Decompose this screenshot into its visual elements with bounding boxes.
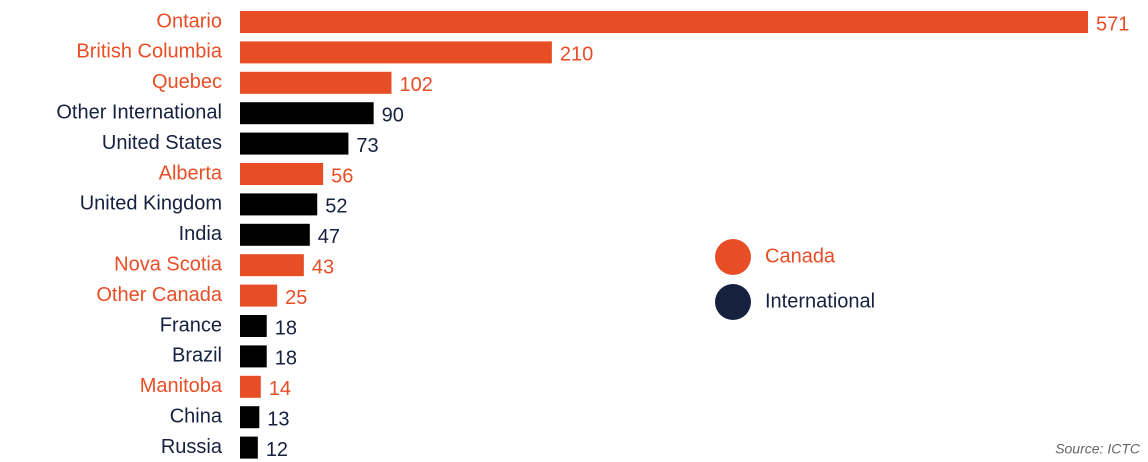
bar xyxy=(240,406,260,429)
category-label: United Kingdom xyxy=(80,193,222,215)
category-label: United States xyxy=(102,132,222,154)
value-label: 56 xyxy=(331,165,353,187)
bar xyxy=(240,41,552,64)
category-label: British Columbia xyxy=(76,41,222,63)
category-label: Alberta xyxy=(159,162,223,184)
category-label: Quebec xyxy=(152,71,222,93)
category-label: Other International xyxy=(56,101,222,123)
bar xyxy=(240,284,278,307)
category-label: France xyxy=(160,314,222,336)
value-label: 25 xyxy=(285,287,307,309)
bar xyxy=(240,223,310,246)
category-label: Brazil xyxy=(172,345,222,367)
value-label: 571 xyxy=(1096,13,1129,35)
bar xyxy=(240,102,374,125)
category-label: Ontario xyxy=(156,10,222,32)
value-label: 18 xyxy=(275,317,297,339)
category-label: Russia xyxy=(161,436,223,458)
category-label: India xyxy=(179,223,223,245)
legend-swatch xyxy=(715,284,751,320)
legend-label: International xyxy=(765,290,875,312)
source: Source: ICTC xyxy=(1055,441,1141,457)
category-label: Nova Scotia xyxy=(114,253,223,275)
value-label: 52 xyxy=(325,196,347,218)
bar xyxy=(240,254,304,277)
legend-label: Canada xyxy=(765,245,836,267)
bar xyxy=(240,315,267,337)
value-label: 12 xyxy=(266,439,288,461)
bar xyxy=(240,11,1088,33)
value-label: 14 xyxy=(269,378,291,400)
value-label: 43 xyxy=(312,256,334,278)
value-label: 90 xyxy=(382,104,404,126)
bar xyxy=(240,163,324,185)
legend-swatch xyxy=(715,239,751,275)
value-label: 13 xyxy=(267,408,289,430)
bar xyxy=(240,71,392,94)
value-label: 73 xyxy=(356,135,378,157)
bar xyxy=(240,132,349,155)
category-label: Other Canada xyxy=(96,284,223,306)
bar xyxy=(240,436,258,459)
value-label: 102 xyxy=(399,74,432,96)
category-label: China xyxy=(170,405,223,427)
value-label: 210 xyxy=(560,44,593,66)
value-label: 18 xyxy=(275,348,297,370)
bar xyxy=(240,345,267,368)
bar xyxy=(240,375,261,398)
bar xyxy=(240,193,318,216)
value-label: 47 xyxy=(318,226,340,248)
category-label: Manitoba xyxy=(140,375,223,397)
